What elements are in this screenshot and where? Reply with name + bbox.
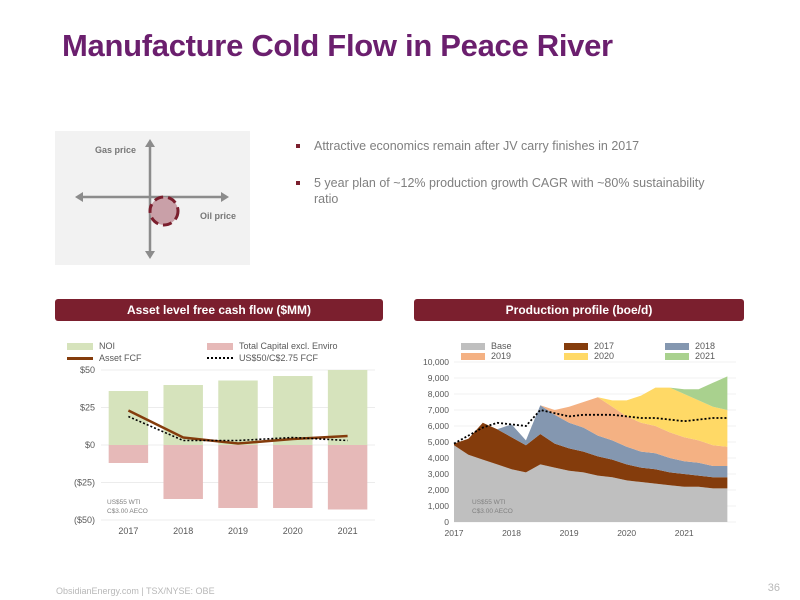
bullet-text: Attractive economics remain after JV car… [314,139,640,153]
bullet-text: 5 year plan of ~12% production growth CA… [314,176,705,206]
legend-label: 2021 [695,351,716,361]
oil-price-label: Oil price [200,211,237,221]
legend-label: Base [491,341,512,351]
assumption-note: US$55 WTI [472,499,506,506]
legend-2019: 2019 [461,351,511,361]
noi-bar [163,385,203,445]
capital-bar [108,445,149,463]
capital-bar [218,445,258,508]
x-tick-label: 2021 [675,528,694,538]
y-tick-label: 3,000 [428,469,450,479]
assumption-note: US$55 WTI [107,499,141,506]
legend-alt-fcf: US$50/C$2.75 FCF [207,353,318,363]
y-tick-label: 9,000 [428,373,450,383]
quadrant-axes [75,139,229,259]
gas-price-label: Gas price [95,145,137,155]
bullet-item: Attractive economics remain after JV car… [296,138,716,154]
y-tick-label: 1,000 [428,501,450,511]
production-chart: 0 1,000 2,000 3,000 4,000 5,000 6,000 7,000 8,00… [423,357,736,538]
legend-label: 2017 [594,341,615,351]
x-tick-label: 2018 [173,526,193,536]
production-chart-header: Production profile (boe/d) [414,299,744,321]
legend-label: 2020 [594,351,615,361]
asset-fcf-swatch-icon [67,356,93,360]
legend-2017: 2017 [564,341,614,351]
assumption-note: C$3.00 AECO [107,508,148,515]
legend-2020: 2020 [564,351,614,361]
assumption-note: C$3.00 AECO [472,508,513,515]
price-quadrant-diagram: Gas price Oil price [55,131,250,265]
fcf-chart: $50 $25 $0 ($25) ($50) 2017 2018 2019 2020 2021 US… [74,365,375,536]
legend-asset-fcf: Asset FCF [67,353,142,363]
price-case-line [453,409,728,445]
legend-swatch-icon [461,342,485,350]
bullet-item: 5 year plan of ~12% production growth CA… [296,175,716,207]
noi-swatch-icon [67,342,93,350]
capital-bar [163,445,203,499]
x-tick-label: 2019 [228,526,248,536]
legend-label: 2018 [695,341,716,351]
x-tick-label: 2020 [283,526,303,536]
y-tick-label: $50 [80,365,95,375]
area-2019 [454,397,728,466]
noi-bar [327,370,368,445]
capital-bar [273,445,313,508]
legend-base: Base [461,341,512,351]
y-tick-label: $25 [80,403,95,413]
x-tick-label: 2020 [617,528,636,538]
x-tick-label: 2021 [338,526,358,536]
legend-alt-fcf-label: US$50/C$2.75 FCF [239,353,319,363]
target-zone-circle [148,195,180,227]
legend-noi: NOI [67,341,115,351]
legend-swatch-icon [564,342,588,350]
page-number: 36 [767,582,780,594]
y-tick-label: ($25) [74,478,95,488]
legend-noi-label: NOI [99,341,116,351]
legend-swatch-icon [461,352,485,360]
area-2020 [454,387,728,447]
area-base [454,445,728,522]
bullet-list: Attractive economics remain after JV car… [296,138,716,228]
legend-swatch-icon [564,352,588,360]
y-tick-label: 0 [444,517,449,527]
page-title: Manufacture Cold Flow in Peace River [62,28,613,63]
bullet-marker-icon [296,144,300,148]
y-tick-label: 4,000 [428,453,450,463]
x-tick-label: 2019 [560,528,579,538]
legend-asset-fcf-label: Asset FCF [99,353,142,363]
bullet-marker-icon [296,181,300,185]
x-tick-label: 2017 [445,528,464,538]
legend-capital: Total Capital excl. Enviro [207,341,338,351]
capital-swatch-icon [207,342,233,350]
legend-capital-label: Total Capital excl. Enviro [239,341,338,351]
legend-2018: 2018 [665,341,715,351]
fcf-chart-header: Asset level free cash flow ($MM) [55,299,383,321]
y-tick-label: ($50) [74,515,95,525]
alt-fcf-swatch-icon [207,357,233,359]
legend-2021: 2021 [665,351,715,361]
footer-text: ObsidianEnergy.com | TSX/NYSE: OBE [56,586,215,596]
legend-swatch-icon [665,352,689,360]
y-tick-label: 8,000 [428,389,450,399]
y-tick-label: 10,000 [423,357,449,367]
area-2018 [454,405,728,478]
legend-swatch-icon [665,342,689,350]
noi-bar [218,380,258,445]
noi-bar [273,376,313,445]
capital-bar [327,445,368,510]
x-tick-label: 2018 [502,528,521,538]
x-tick-label: 2017 [118,526,138,536]
y-tick-label: 7,000 [428,405,450,415]
y-tick-label: 2,000 [428,485,450,495]
y-tick-label: $0 [85,440,95,450]
y-tick-label: 6,000 [428,421,450,431]
y-tick-label: 5,000 [428,437,450,447]
asset-fcf-line [127,409,348,445]
legend-label: 2019 [491,351,512,361]
area-2017 [454,422,728,489]
